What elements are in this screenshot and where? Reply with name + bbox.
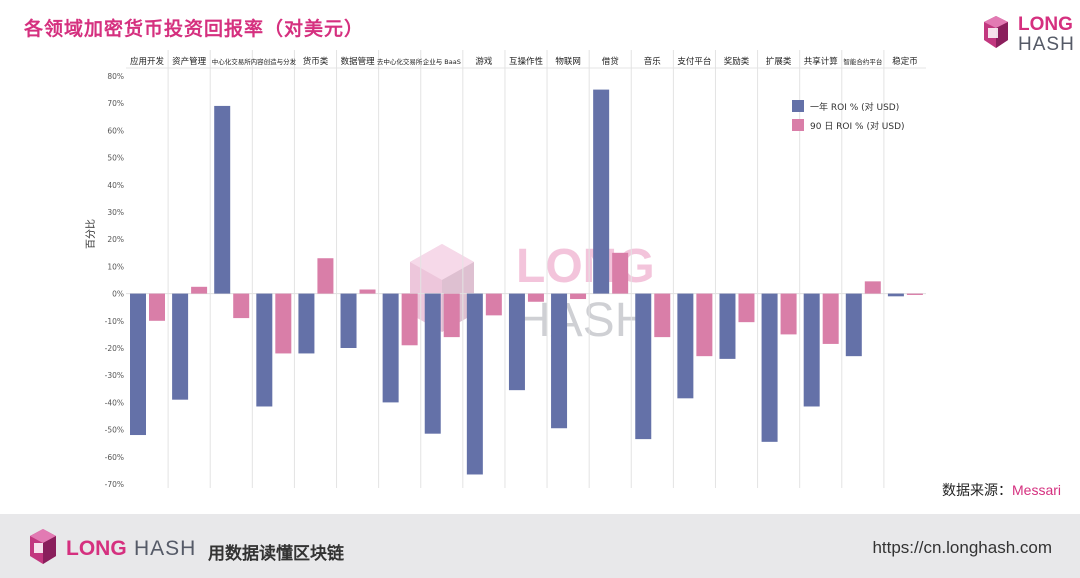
bar-one-year bbox=[424, 293, 441, 434]
bar-one-year bbox=[677, 293, 694, 399]
bar-ninety-day bbox=[570, 293, 587, 300]
bar-ninety-day bbox=[275, 293, 292, 354]
bar-ninety-day bbox=[149, 293, 165, 321]
bar-one-year bbox=[845, 293, 862, 357]
bar-ninety-day bbox=[443, 293, 460, 338]
data-source-value: Messari bbox=[1012, 482, 1062, 498]
footer-brand-long: LONG bbox=[66, 537, 127, 560]
y-tick-label: -10% bbox=[105, 317, 124, 326]
category-label: 奖励类 bbox=[724, 56, 750, 67]
bar-one-year bbox=[340, 293, 357, 348]
bar-ninety-day bbox=[654, 293, 671, 338]
bar-ninety-day bbox=[317, 258, 334, 294]
bar-ninety-day bbox=[527, 293, 544, 302]
chart-title: 各领域加密货币投资回报率（对美元） bbox=[24, 18, 365, 40]
bar-one-year bbox=[551, 293, 568, 429]
category-label: 物联网 bbox=[555, 56, 581, 67]
category-label: 音乐 bbox=[644, 56, 662, 67]
bar-one-year bbox=[761, 293, 778, 442]
bar-ninety-day bbox=[822, 293, 839, 344]
bar-ninety-day bbox=[233, 293, 250, 319]
y-tick-label: 80% bbox=[107, 72, 124, 81]
bar-ninety-day bbox=[864, 281, 881, 294]
bar-ninety-day bbox=[780, 293, 797, 335]
footer-logo-icon bbox=[30, 529, 56, 564]
brand-logo: LONG HASH bbox=[978, 12, 1075, 56]
svg-text:HASH: HASH bbox=[516, 294, 649, 347]
category-label: 中心化交易所 bbox=[212, 57, 252, 66]
svg-text:LONG: LONG bbox=[516, 240, 655, 293]
bar-one-year bbox=[635, 293, 652, 440]
bar-one-year bbox=[719, 293, 736, 359]
bar-one-year bbox=[256, 293, 273, 407]
bar-chart: LONG HASH 80% 70% 60% 50% 40% 30% 20% 10% 0% -10%… bbox=[85, 50, 926, 489]
category-label: 游戏 bbox=[475, 56, 493, 67]
category-label: 企业与 BaaS bbox=[423, 57, 461, 66]
bar-ninety-day bbox=[612, 252, 629, 294]
category-label: 稳定币 bbox=[892, 56, 918, 67]
footer-url[interactable]: https://cn.longhash.com bbox=[872, 538, 1052, 557]
y-tick-label: 70% bbox=[107, 99, 124, 108]
y-tick-label: 50% bbox=[107, 154, 124, 163]
y-tick-label: -30% bbox=[105, 371, 124, 380]
y-tick-label: 30% bbox=[107, 208, 124, 217]
category-label: 去中心化交易所 bbox=[377, 57, 423, 66]
bar-ninety-day bbox=[906, 293, 923, 295]
category-label: 数据管理 bbox=[341, 56, 376, 67]
category-label: 支付平台 bbox=[677, 56, 711, 67]
bar-one-year bbox=[172, 293, 189, 400]
legend-swatch-one-year bbox=[792, 100, 804, 112]
category-label: 智能合约平台 bbox=[843, 57, 882, 66]
longhash-logo-icon bbox=[984, 16, 1008, 48]
bar-ninety-day bbox=[696, 293, 713, 357]
bar-one-year bbox=[508, 293, 525, 391]
y-tick-label: -20% bbox=[105, 344, 124, 353]
brand-name-hash: HASH bbox=[1018, 34, 1075, 55]
y-tick-label: 10% bbox=[107, 262, 124, 271]
category-label: 应用开发 bbox=[130, 56, 165, 67]
category-label: 扩展类 bbox=[766, 56, 792, 67]
bar-one-year bbox=[466, 293, 483, 475]
bar-one-year bbox=[130, 293, 146, 436]
y-tick-label: 40% bbox=[107, 181, 124, 190]
bar-one-year bbox=[593, 89, 610, 294]
legend-swatch-ninety-day bbox=[792, 119, 804, 131]
category-label: 共享计算 bbox=[804, 56, 839, 67]
y-tick-label: -70% bbox=[105, 480, 124, 489]
bar-one-year bbox=[887, 293, 904, 297]
data-source-label: 数据来源： bbox=[942, 482, 1012, 498]
category-label: 互操作性 bbox=[509, 56, 544, 67]
y-tick-label: -50% bbox=[105, 426, 124, 435]
y-tick-label: 20% bbox=[107, 235, 124, 244]
category-label: 货币类 bbox=[303, 56, 329, 67]
y-axis-label: 百分比 bbox=[85, 219, 97, 249]
footer-brand-hash: HASH bbox=[134, 537, 197, 560]
footer-bar: LONG HASH 用数据读懂区块链 https://cn.longhash.c… bbox=[0, 514, 1080, 578]
data-source: 数据来源：Messari bbox=[942, 480, 1061, 500]
bar-ninety-day bbox=[485, 293, 502, 316]
y-tick-label: 0% bbox=[112, 290, 124, 299]
bar-one-year bbox=[214, 105, 231, 294]
footer-slogan: 用数据读懂区块链 bbox=[208, 544, 344, 564]
legend-label-one-year: 一年 ROI % (对 USD) bbox=[810, 101, 899, 113]
category-label: 借贷 bbox=[602, 56, 620, 67]
bar-one-year bbox=[803, 293, 820, 407]
bar-ninety-day bbox=[359, 289, 376, 294]
bar-one-year bbox=[298, 293, 315, 354]
bar-ninety-day bbox=[191, 286, 208, 294]
category-label: 资产管理 bbox=[172, 56, 207, 67]
y-tick-label: -40% bbox=[105, 398, 124, 407]
bar-ninety-day bbox=[401, 293, 418, 346]
y-tick-label: -60% bbox=[105, 453, 124, 462]
bar-ninety-day bbox=[738, 293, 755, 323]
category-label: 内容创造与分发 bbox=[251, 57, 297, 66]
y-tick-label: 60% bbox=[107, 126, 124, 135]
legend-label-ninety-day: 90 日 ROI % (对 USD) bbox=[810, 120, 905, 132]
bar-one-year bbox=[382, 293, 399, 403]
brand-name-long: LONG bbox=[1018, 14, 1073, 35]
